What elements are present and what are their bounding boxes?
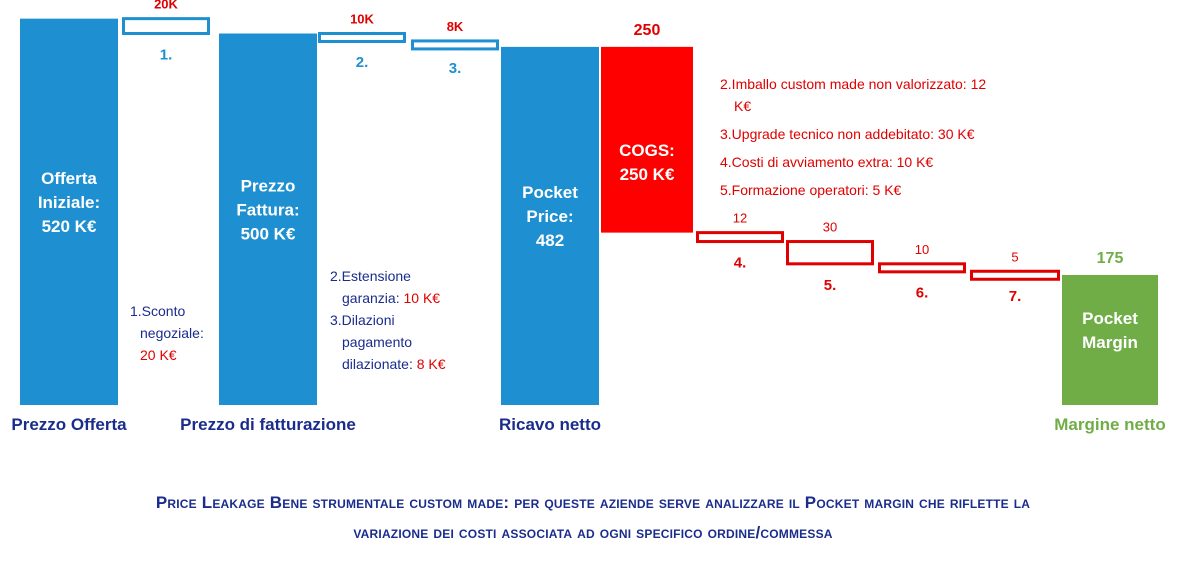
chart-caption: Price Leakage Bene strumentale custom ma…: [0, 488, 1186, 548]
note-sconto-value: 20 K€: [140, 347, 177, 363]
x-label-pocket: Ricavo netto: [499, 415, 601, 434]
bar-imballo: [696, 231, 784, 244]
bar-formazione: [970, 269, 1060, 281]
top-label-garanzia: 10K: [350, 12, 374, 27]
top-label-margin: 175: [1097, 250, 1124, 267]
x-label-margin: Margine netto: [1054, 415, 1165, 434]
note-garanzia-value: 10 K€: [403, 290, 441, 306]
bar-label-margin-1: Margin: [1082, 333, 1138, 352]
red-list-item-4: 4.Costi di avviamento extra: 10 K€: [720, 154, 934, 170]
bar-label-fattura-2: 500 K€: [241, 224, 296, 243]
bar-margin: [1062, 274, 1158, 405]
x-label-offerta: Prezzo Offerta: [11, 415, 127, 434]
caption-line1: Price Leakage Bene strumentale custom ma…: [155, 493, 1031, 512]
bar-label-cogs-1: 250 K€: [620, 165, 675, 184]
bar-label-offerta-1: Iniziale:: [38, 193, 100, 212]
note-sconto-line2: negoziale:: [140, 325, 204, 341]
bar-label-cogs-0: COGS:: [619, 141, 675, 160]
note-garanzia-line1: 2.Estensione: [330, 268, 411, 284]
bar-sconto: [122, 17, 210, 35]
bar-fattura: [219, 33, 317, 405]
note-dilazioni-label: dilazionate:: [342, 356, 413, 372]
bar-avviamento: [878, 262, 966, 274]
index-label-formazione: 7.: [1009, 288, 1022, 305]
bar-dilazioni: [411, 39, 499, 51]
bar-label-pocket-2: 482: [536, 231, 564, 250]
top-label-dilazioni: 8K: [447, 19, 464, 34]
red-list-item-3: 3.Upgrade tecnico non addebitato: 30 K€: [720, 126, 975, 142]
bar-label-offerta-2: 520 K€: [42, 217, 97, 236]
index-label-sconto: 1.: [160, 47, 173, 64]
note-sconto: 1.Sconto negoziale: 20 K€: [130, 300, 204, 366]
note-garanzia-label: garanzia:: [342, 290, 400, 306]
top-label-sconto: 20K: [154, 0, 178, 12]
note-dilazioni-line1: 3.Dilazioni: [330, 312, 395, 328]
note-dilazioni-line3: dilazionate: 8 K€: [330, 353, 446, 375]
bar-label-margin-0: Pocket: [1082, 309, 1138, 328]
bar-label-pocket-1: Price:: [526, 207, 573, 226]
note-garanzia-line2: garanzia: 10 K€: [330, 287, 446, 309]
top-label-cogs: 250: [634, 22, 661, 39]
x-label-fattura: Prezzo di fatturazione: [180, 415, 356, 434]
index-label-imballo: 4.: [734, 255, 747, 272]
bar-cogs: [601, 46, 693, 233]
note-dilazioni-line2: pagamento: [342, 334, 413, 350]
bar-offerta: [20, 18, 118, 405]
bar-label-offerta-0: Offerta: [41, 169, 97, 188]
note-garanzia-dilazioni: 2.Estensione garanzia: 10 K€ 3.Dilazioni…: [330, 265, 446, 375]
red-list-item-2-cont: K€: [734, 98, 752, 114]
index-label-avviamento: 6.: [916, 284, 929, 301]
bar-upgrade: [786, 240, 874, 266]
top-label-upgrade: 30: [823, 220, 837, 235]
caption-line2: variazione dei costi associata ad ogni s…: [353, 523, 833, 542]
bar-pocket: [501, 46, 599, 406]
index-label-dilazioni: 3.: [449, 60, 462, 77]
top-label-imballo: 12: [733, 211, 747, 226]
red-list-item-5: 5.Formazione operatori: 5 K€: [720, 182, 902, 198]
red-list-item-2: 2.Imballo custom made non valorizzato: 1…: [720, 76, 987, 92]
bar-label-pocket-0: Pocket: [522, 183, 578, 202]
note-sconto-line1: 1.Sconto: [130, 303, 186, 319]
top-label-formazione: 5: [1011, 249, 1018, 264]
bar-label-fattura-0: Prezzo: [241, 176, 296, 195]
index-label-garanzia: 2.: [356, 54, 369, 71]
bar-garanzia: [318, 32, 406, 43]
index-label-upgrade: 5.: [824, 277, 837, 294]
red-cost-list: 2.Imballo custom made non valorizzato: 1…: [720, 73, 986, 201]
top-label-avviamento: 10: [915, 242, 929, 257]
note-dilazioni-value: 8 K€: [416, 356, 446, 372]
bar-label-fattura-1: Fattura:: [236, 200, 299, 219]
